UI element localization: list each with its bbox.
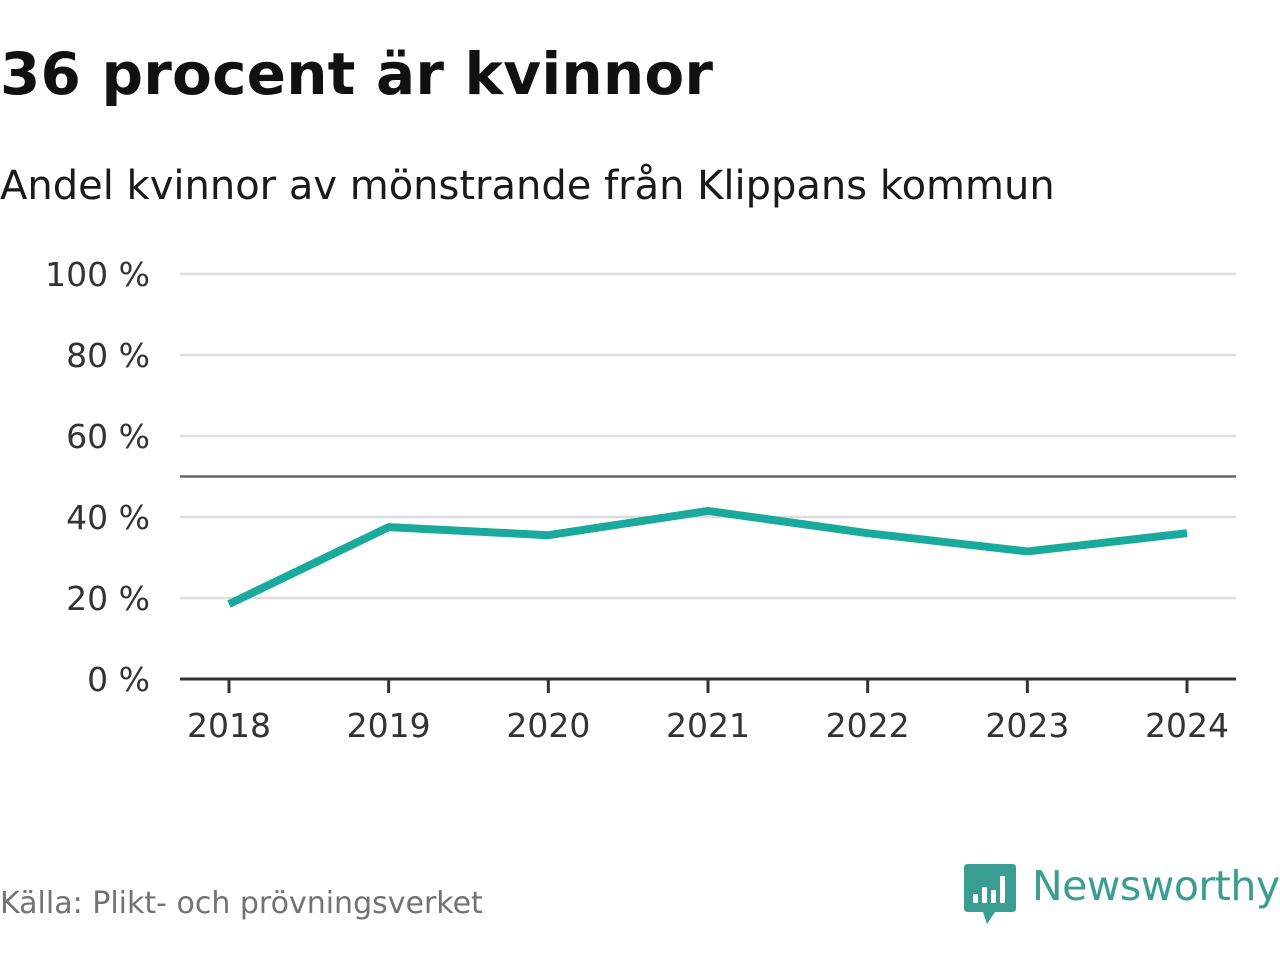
x-tick-label: 2022: [826, 706, 910, 745]
y-tick-label: 20 %: [66, 579, 150, 618]
chart-title: 36 procent är kvinnor: [0, 40, 714, 108]
newsworthy-logo-icon: [964, 864, 1016, 924]
series-line: [227, 506, 1188, 608]
y-tick-label: 40 %: [66, 498, 150, 537]
chart-subtitle: Andel kvinnor av mönstrande från Klippan…: [0, 163, 1055, 209]
x-tick-label: 2018: [187, 706, 271, 745]
y-tick-label: 80 %: [66, 336, 150, 375]
x-tick-label: 2023: [985, 706, 1069, 745]
series-layer: [227, 506, 1188, 608]
y-tick-label: 0 %: [87, 660, 150, 699]
brand-name: Newsworthy: [1032, 862, 1280, 910]
x-axis-ticks: 2018 2019 2020 2021 2022 2023 2024: [187, 679, 1229, 745]
gridlines: [180, 272, 1236, 600]
y-tick-label: 60 %: [66, 417, 150, 456]
x-tick-label: 2019: [347, 706, 431, 745]
x-tick-label: 2020: [506, 706, 590, 745]
source-note: Källa: Plikt- och prövningsverket: [0, 886, 483, 921]
newsworthy-logo: Newsworthy: [964, 862, 1280, 926]
x-tick-label: 2021: [666, 706, 750, 745]
y-axis-ticks: 0 % 20 % 40 % 60 % 80 % 100 %: [45, 255, 150, 699]
x-tick-label: 2024: [1145, 706, 1229, 745]
y-tick-label: 100 %: [45, 255, 150, 294]
